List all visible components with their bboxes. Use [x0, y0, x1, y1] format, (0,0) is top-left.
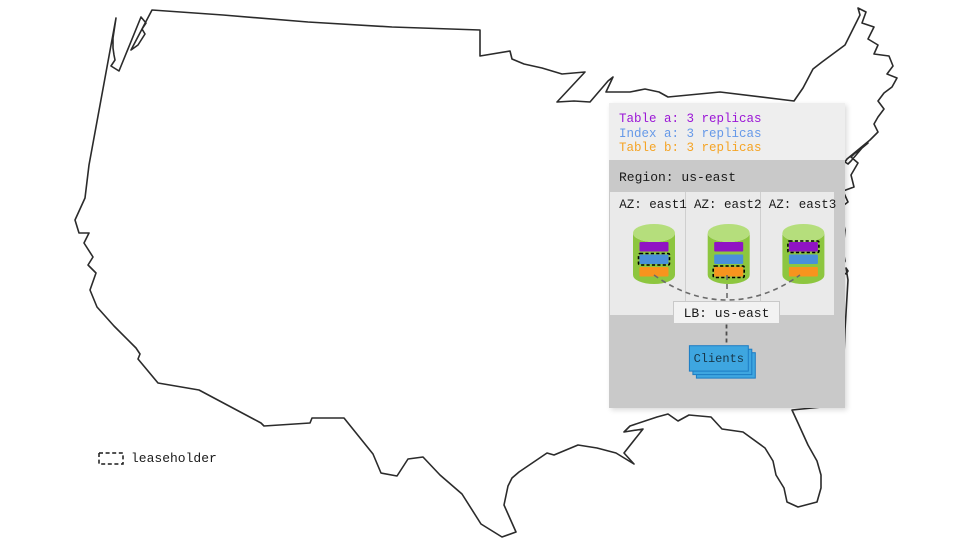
- svg-text:Clients: Clients: [694, 352, 744, 366]
